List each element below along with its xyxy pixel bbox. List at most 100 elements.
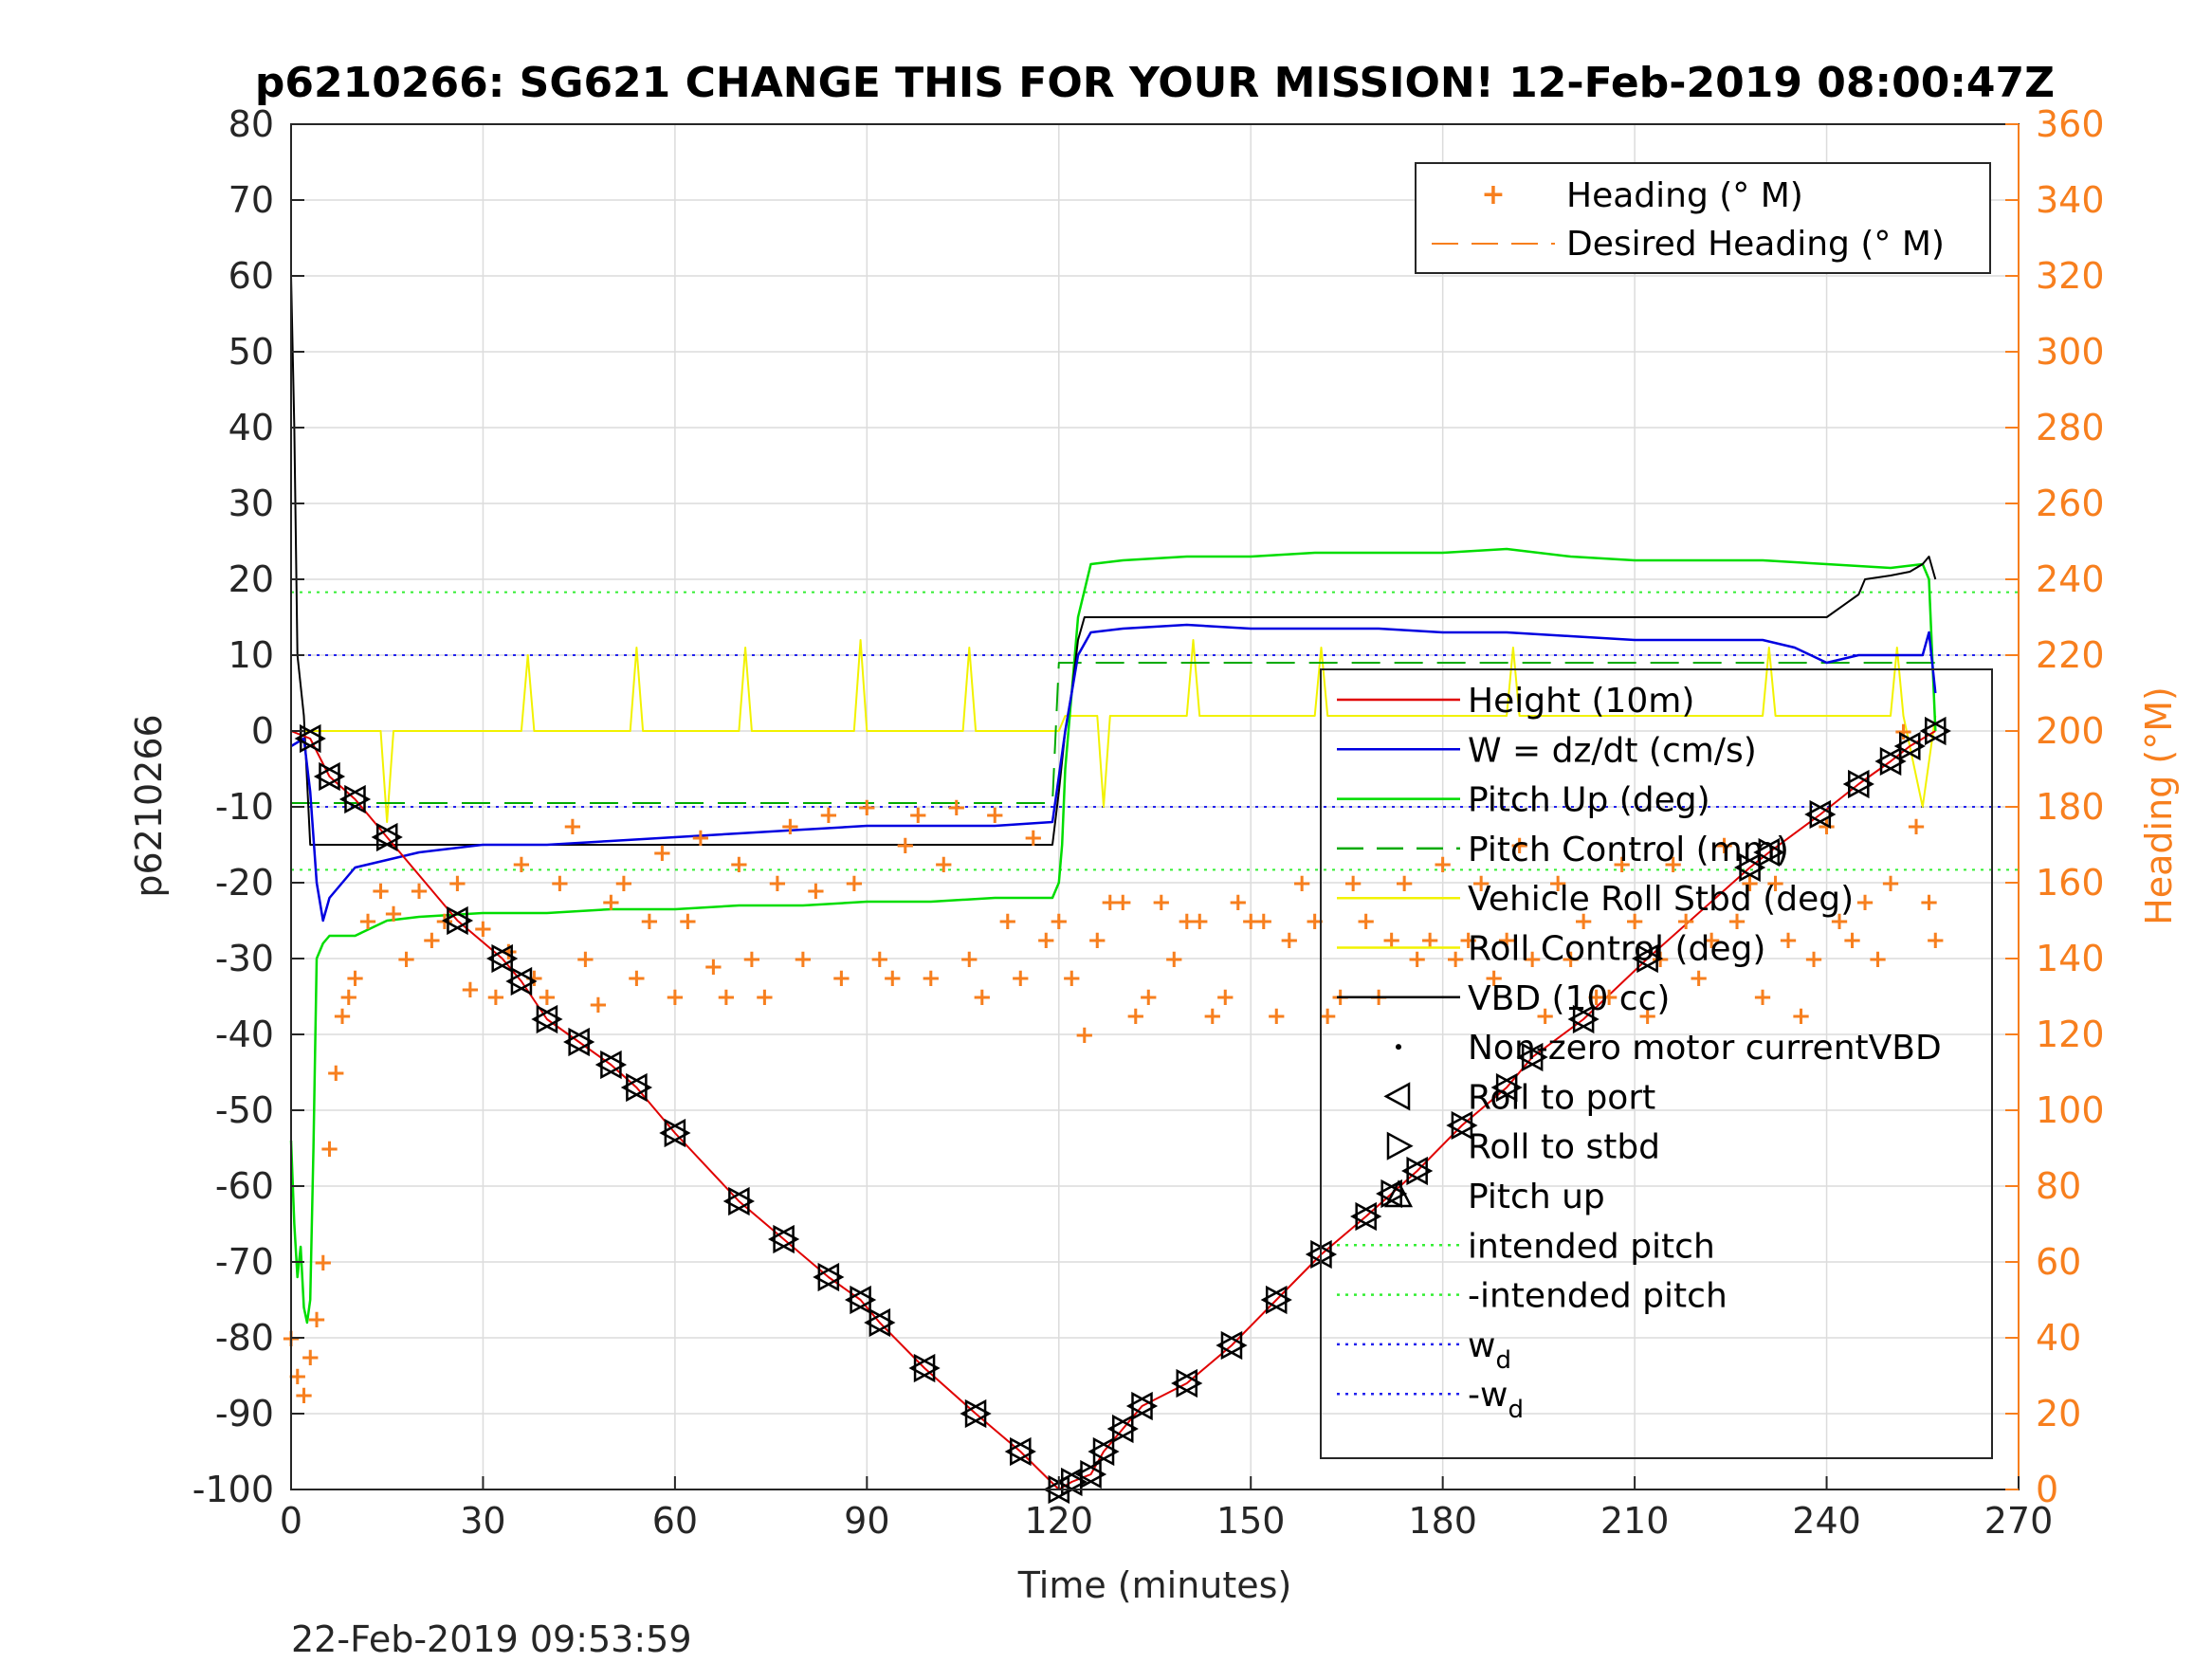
roll-to-port-marker (864, 1307, 891, 1338)
heading-point: + (473, 915, 494, 943)
roll-to-port-marker (1350, 1201, 1377, 1232)
y-left-tick-label: 60 (229, 255, 274, 297)
heading-point: + (1458, 926, 1479, 955)
heading-point: + (1496, 926, 1517, 955)
roll-to-stbd-marker (491, 943, 519, 974)
heading-point: + (1279, 926, 1300, 955)
legend-heading: + Heading (° M) Desired Heading (° M) (1415, 162, 1991, 274)
series-w-line (290, 623, 1937, 923)
y-left-tick-label: -90 (215, 1393, 274, 1435)
y-axis-right-label: Heading (°M) (2138, 686, 2180, 925)
roll-to-port-marker (722, 1186, 750, 1216)
roll-to-port-marker (1842, 769, 1870, 799)
roll-to-stbd-marker (1636, 943, 1664, 974)
heading-point: + (1752, 983, 1773, 1012)
roll-to-port-marker (371, 822, 398, 852)
roll-to-stbd-marker (1080, 1459, 1107, 1489)
roll-to-port-marker (767, 1224, 795, 1254)
heading-point: + (1061, 964, 1082, 993)
heading-point: + (1151, 888, 1172, 917)
roll-to-port-marker (1106, 1414, 1134, 1444)
heading-point: + (601, 888, 622, 917)
heading-point: + (1471, 869, 1491, 898)
roll-to-stbd-marker (1310, 1239, 1338, 1270)
y-left-tick-label: 30 (229, 483, 274, 524)
roll-to-port-marker (1171, 1368, 1197, 1398)
heading-point: + (396, 945, 417, 974)
heading-point: + (1675, 907, 1696, 936)
legend-swatch (1383, 1082, 1411, 1111)
y-left-tick-label: -60 (215, 1165, 274, 1207)
heading-point: + (972, 983, 993, 1012)
x-tick-label: 270 (1984, 1500, 2054, 1542)
y-right-tick-label: 300 (2036, 331, 2105, 373)
roll-to-port-marker (844, 1285, 871, 1315)
y-right-tick-label: 260 (2036, 483, 2105, 524)
legend-heading-marker-heading: + (1481, 178, 1505, 211)
heading-point: + (371, 877, 392, 905)
heading-point: + (690, 824, 711, 852)
legend-entry-label: Non-zero motor currentVBD (1468, 1029, 1942, 1068)
heading-point: + (1125, 1002, 1146, 1031)
legend-entry-label: Roll Control (deg) (1468, 930, 1765, 969)
roll-to-port-marker (1305, 1239, 1332, 1270)
x-tick-label: 60 (652, 1500, 698, 1542)
heading-point: + (844, 869, 865, 898)
heading-point: + (818, 801, 839, 830)
heading-point: + (1381, 926, 1402, 955)
heading-point: + (1561, 945, 1581, 974)
roll-to-stbd-marker (1265, 1285, 1292, 1315)
x-tick-label: 240 (1792, 1500, 1861, 1542)
roll-to-stbd-marker (1809, 799, 1837, 830)
roll-to-port-marker (563, 1027, 590, 1057)
x-tick-label: 120 (1025, 1500, 1094, 1542)
y-left-tick-label: -10 (215, 786, 274, 828)
roll-to-port-marker (1216, 1330, 1243, 1361)
heading-point: + (1573, 907, 1594, 936)
heading-point: + (1112, 888, 1133, 917)
heading-point: + (1202, 1002, 1223, 1031)
x-tick-label: 210 (1600, 1500, 1670, 1542)
heading-point: + (562, 813, 583, 841)
roll-to-port-marker (505, 966, 533, 996)
roll-to-port-marker (1804, 799, 1832, 830)
heading-point: + (1919, 888, 1940, 917)
y-left-tick-label: 50 (229, 331, 274, 373)
heading-point: + (1778, 926, 1799, 955)
roll-to-stbd-marker (1925, 716, 1951, 746)
roll-to-stbd-marker (510, 966, 538, 996)
heading-point: + (613, 869, 634, 898)
heading-point: + (1407, 945, 1428, 974)
y-right-tick-label: 280 (2036, 407, 2105, 448)
heading-point: + (313, 1249, 334, 1277)
roll-to-stbd-marker (568, 1027, 595, 1057)
roll-to-stbd-marker (773, 1224, 800, 1254)
series-layer: ++++++++++++++++++++++++++++++++++++++++… (281, 275, 1946, 1490)
legend-entry-label: Height (10m) (1468, 682, 1694, 721)
y-right-tick-label: 60 (2036, 1241, 2081, 1283)
heading-point: + (716, 983, 737, 1012)
heading-point: + (869, 945, 890, 974)
heading-point: + (1266, 1002, 1287, 1031)
heading-point: + (805, 877, 826, 905)
roll-to-stbd-marker (1092, 1436, 1120, 1467)
roll-to-stbd-marker (1739, 852, 1766, 883)
heading-point: + (895, 832, 916, 860)
heading-point: + (1637, 1002, 1658, 1031)
roll-to-port-marker (486, 943, 513, 974)
heading-point: + (1215, 983, 1235, 1012)
heading-point: + (1791, 1002, 1812, 1031)
x-tick-label: 0 (280, 1500, 302, 1542)
heading-point: + (383, 900, 404, 928)
legend-entry-label: Roll to port (1468, 1078, 1655, 1117)
heading-point: + (1509, 832, 1530, 860)
legend-heading-entry: Heading (° M) (1566, 176, 1803, 215)
roll-to-port-marker (960, 1398, 987, 1429)
heading-point: + (728, 850, 749, 879)
heading-point: + (1842, 926, 1863, 955)
x-tick-label: 90 (844, 1500, 889, 1542)
y-right-tick-label: 0 (2036, 1469, 2058, 1510)
roll-to-stbd-marker (375, 822, 403, 852)
legend-swatch (1396, 1044, 1401, 1051)
